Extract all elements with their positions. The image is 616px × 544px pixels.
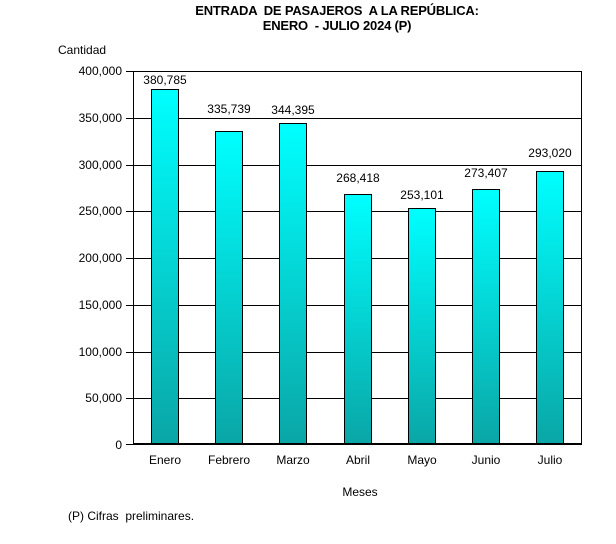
y-axis-tick	[126, 211, 133, 212]
footnote: (P) Cifras preliminares.	[68, 509, 195, 523]
gridline	[134, 118, 581, 119]
y-axis-tick-label: 200,000	[78, 251, 122, 265]
x-axis-label-julio: Julio	[537, 453, 563, 467]
chart-title-line-2: ENERO - JULIO 2024 (P)	[262, 18, 412, 33]
y-axis-tick-label: 300,000	[78, 158, 122, 172]
y-axis-tick-label: 50,000	[85, 391, 122, 405]
y-axis-tick	[126, 305, 133, 306]
y-axis-tick-label: 250,000	[78, 204, 122, 218]
bar-julio	[536, 171, 564, 443]
gridline	[134, 165, 581, 166]
y-axis-tick	[126, 258, 133, 259]
y-axis-tick	[126, 71, 133, 72]
y-axis-tick	[126, 352, 133, 353]
y-axis-tick	[126, 165, 133, 166]
x-axis-label-enero: Enero	[148, 453, 182, 467]
y-axis-tick-label: 150,000	[78, 298, 122, 312]
bar-value-label-mayo: 253,101	[400, 188, 444, 202]
y-axis-tick-label: 400,000	[78, 64, 122, 78]
x-axis-label-mayo: Mayo	[407, 453, 437, 467]
y-axis-tick	[126, 444, 133, 445]
bar-value-label-julio: 293,020	[528, 146, 572, 160]
bar-value-label-abril: 268,418	[336, 171, 380, 185]
y-axis-tick-label: 0	[115, 438, 122, 452]
chart-title-line-1: ENTRADA DE PASAJEROS A LA REPÚBLICA:	[195, 3, 479, 18]
bar-value-label-marzo: 344,395	[271, 103, 315, 117]
bar-febrero	[215, 131, 243, 443]
bar-value-label-febrero: 335,739	[207, 102, 251, 116]
bar-abril	[344, 194, 372, 443]
bar-enero	[151, 89, 179, 443]
y-axis-tick-label: 350,000	[78, 111, 122, 125]
bar-value-label-enero: 380,785	[143, 73, 187, 87]
bar-mayo	[408, 208, 436, 443]
chart-title: ENTRADA DE PASAJEROS A LA REPÚBLICA: ENE…	[137, 3, 537, 33]
y-axis-tick	[126, 398, 133, 399]
bar-value-label-junio: 273,407	[464, 166, 508, 180]
y-axis-tick-label: 100,000	[78, 345, 122, 359]
y-axis-title: Cantidad	[58, 43, 107, 57]
bar-junio	[472, 189, 500, 443]
y-axis-tick	[126, 118, 133, 119]
x-axis-label-marzo: Marzo	[276, 453, 310, 467]
bar-marzo	[279, 123, 307, 443]
x-axis-label-febrero: Febrero	[207, 453, 251, 467]
x-axis-label-junio: Junio	[471, 453, 501, 467]
x-axis-title: Meses	[342, 485, 378, 499]
x-axis-label-abril: Abril	[345, 453, 370, 467]
